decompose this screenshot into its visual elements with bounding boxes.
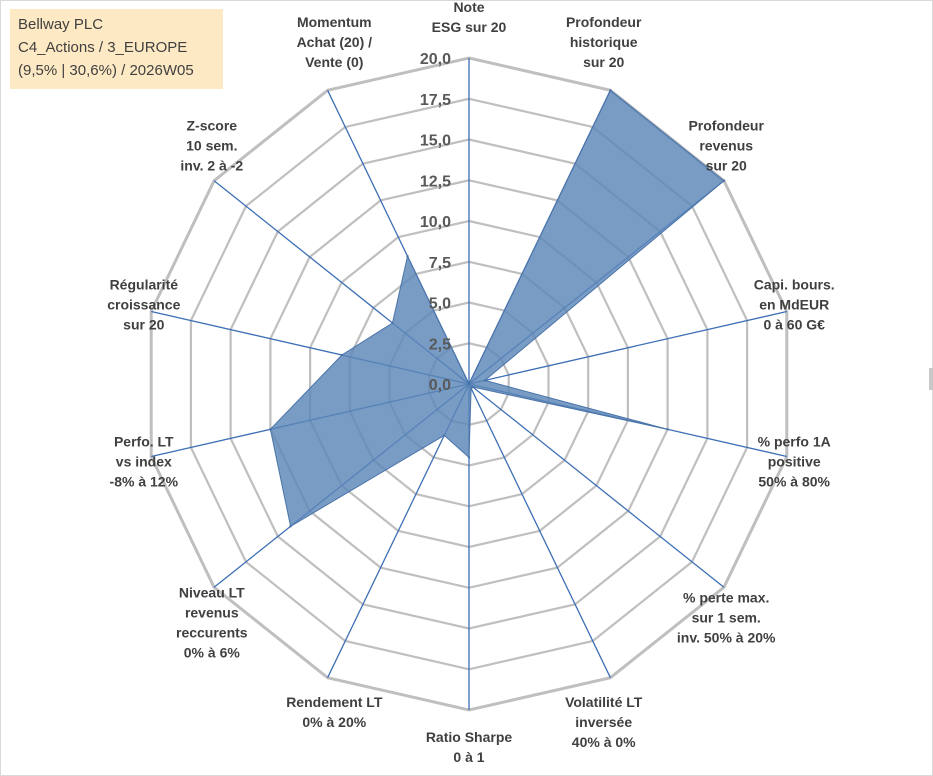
category-label-line: reccurents <box>176 625 248 641</box>
category-label: Rendement LT 0% à 20% <box>286 694 383 730</box>
category-label-line: % perfo 1A <box>758 433 831 449</box>
category-label: Profondeur historique sur 20 <box>566 14 642 70</box>
tick-label: 7,5 <box>429 255 451 272</box>
category-label-line: historique <box>570 34 638 50</box>
category-label: % perte max. sur 1 sem. inv. 50% à 20% <box>677 590 776 646</box>
company-name: Bellway PLC <box>18 16 104 33</box>
category-label-line: Ratio Sharpe <box>426 729 513 745</box>
series-area <box>269 89 726 528</box>
category-label-line: Perfo. LT <box>114 433 174 449</box>
category-label-line: 0 à 1 <box>453 749 484 765</box>
tick-label: 10,0 <box>420 214 451 231</box>
tick-label: 20,0 <box>420 51 451 68</box>
category-label-line: inv. 2 à -2 <box>180 158 243 174</box>
category-label-line: Profondeur <box>688 118 764 134</box>
category-label: % perfo 1A positive 50% à 80% <box>758 433 831 489</box>
category-labels: Note ESG sur 20 Profondeur historique sur 20… <box>107 0 834 765</box>
data-point <box>467 382 471 386</box>
category-label-line: 10 sem. <box>186 138 237 154</box>
data-point <box>471 385 474 389</box>
data-point <box>483 379 487 382</box>
grid-spoke <box>468 383 725 588</box>
category-label-line: -8% à 12% <box>110 473 179 489</box>
tick-label: 15,0 <box>420 133 451 150</box>
category-label-line: Achat (20) / <box>297 34 373 50</box>
scrollbar-thumb[interactable] <box>929 368 933 390</box>
category-label-line: sur 20 <box>123 317 164 333</box>
tick-label: 0,0 <box>429 377 451 394</box>
category-label-line: Note <box>453 0 484 15</box>
category-label: Capi. bours. en MdEUR 0 à 60 G€ <box>754 277 835 333</box>
grid-spoke <box>468 383 611 678</box>
info-box: Bellway PLC C4_Actions / 3_EUROPE (9,5% … <box>10 9 223 89</box>
category-label-line: 0% à 6% <box>184 645 241 661</box>
data-point <box>289 525 292 528</box>
data-point <box>469 387 473 390</box>
category-label-line: Capi. bours. <box>754 277 835 293</box>
category-label: Profondeur revenus sur 20 <box>688 118 764 174</box>
category-label: Z-score 10 sem. inv. 2 à -2 <box>180 118 243 174</box>
category-label-line: 0% à 20% <box>302 714 366 730</box>
category-label: Ratio Sharpe 0 à 1 <box>426 729 513 765</box>
category-label-line: Z-score <box>187 118 238 134</box>
category-label-line: 0 à 60 G€ <box>763 317 825 333</box>
data-point <box>467 456 471 459</box>
portfolio-category: C4_Actions / 3_EUROPE <box>18 39 188 56</box>
category-label-line: ESG sur 20 <box>432 19 507 35</box>
data-point <box>340 353 344 357</box>
grid-spoke <box>468 310 787 385</box>
category-label: Momentum Achat (20) / Vente (0) <box>297 14 373 70</box>
category-label: Régularité croissance sur 20 <box>107 277 180 333</box>
category-label-line: 50% à 80% <box>758 473 830 489</box>
tick-label: 12,5 <box>420 173 451 190</box>
category-label-line: Rendement LT <box>286 694 383 710</box>
data-point <box>609 89 612 92</box>
category-label-line: sur 20 <box>583 54 624 70</box>
category-label: Perfo. LT vs index -8% à 12% <box>110 433 179 489</box>
data-point <box>443 434 446 437</box>
tick-label: 17,5 <box>420 92 451 109</box>
data-point <box>666 428 669 431</box>
tick-label: 2,5 <box>429 336 451 353</box>
category-label-line: inversée <box>575 714 632 730</box>
category-label: Volatilité LT inversée 40% à 0% <box>565 694 643 750</box>
data-point <box>269 428 272 431</box>
tick-label: 5,0 <box>429 296 451 313</box>
category-label-line: % perte max. <box>683 590 769 606</box>
category-label-line: sur 20 <box>706 158 747 174</box>
range-week: (9,5% | 30,6%) / 2026W05 <box>18 62 194 79</box>
category-label-line: Régularité <box>110 277 179 293</box>
category-label-line: en MdEUR <box>759 297 829 313</box>
category-label-line: positive <box>768 453 821 469</box>
category-label-line: Volatilité LT <box>565 694 643 710</box>
data-point <box>391 321 394 325</box>
category-label-line: revenus <box>185 605 239 621</box>
data-point <box>722 179 726 182</box>
category-label-line: Momentum <box>297 14 372 30</box>
category-label-line: revenus <box>699 138 753 154</box>
category-label-line: Profondeur <box>566 14 642 30</box>
category-label-line: croissance <box>107 297 180 313</box>
radial-tick-labels: 0,0 2,5 5,0 7,5 10,0 12,5 15,0 17,5 20,0 <box>420 51 451 394</box>
data-point <box>406 255 409 258</box>
category-label-line: Vente (0) <box>305 54 363 70</box>
category-label: Niveau LT revenus reccurents 0% à 6% <box>176 585 248 661</box>
category-label: Note ESG sur 20 <box>432 0 507 35</box>
category-label-line: sur 1 sem. <box>692 610 761 626</box>
category-label-line: vs index <box>116 453 172 469</box>
category-label-line: 40% à 0% <box>572 734 636 750</box>
category-label-line: Niveau LT <box>179 585 245 601</box>
category-label-line: inv. 50% à 20% <box>677 630 776 646</box>
